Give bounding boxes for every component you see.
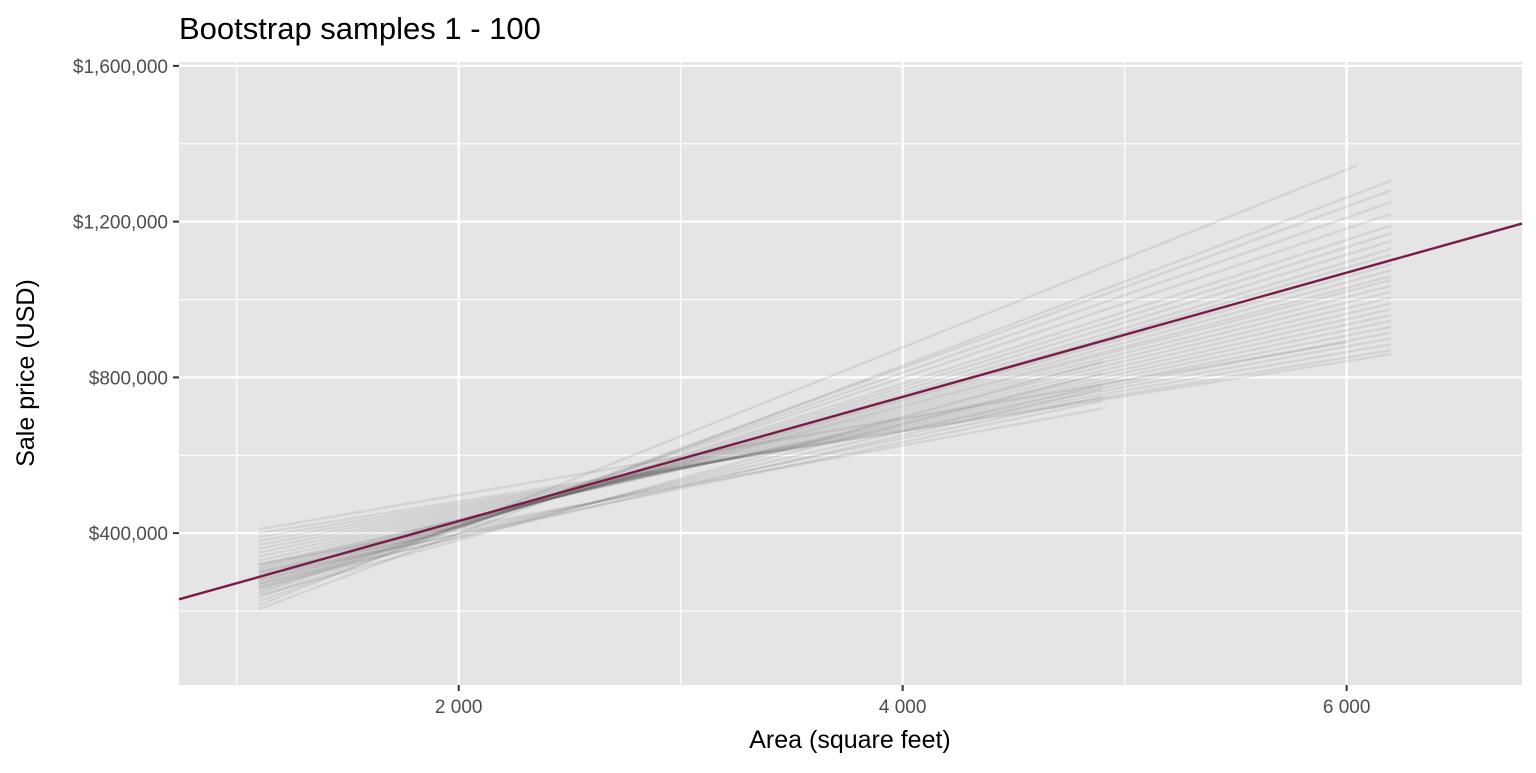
bootstrap-line-25 [258, 337, 1392, 547]
bootstrap-line-8 [258, 239, 1392, 589]
bootstrap-line-24 [258, 331, 1392, 550]
bootstrap-line-30 [258, 360, 1103, 597]
bootstrap-line-35 [258, 387, 1103, 585]
bootstrap-line-33 [258, 395, 1103, 574]
bootstrap-line-12 [258, 263, 1392, 582]
bootstrap-line-7 [258, 232, 1392, 591]
minor-gridlines [179, 62, 1522, 685]
x-axis-title: Area (square feet) [749, 726, 951, 754]
x-axis: 2 000 4 000 6 000 [435, 685, 1370, 718]
bootstrap-line-27 [258, 348, 1392, 539]
bootstrap-lines [258, 164, 1392, 611]
bootstrap-line-9 [258, 247, 1392, 587]
plot-panel [179, 62, 1522, 685]
y-tick-label: $1,200,000 [73, 213, 168, 234]
bootstrap-line-28 [258, 352, 1392, 535]
fit-line-group [178, 222, 1523, 601]
bootstrap-line-21 [258, 313, 1392, 562]
bootstrap-line-20 [258, 308, 1392, 566]
bootstrap-line-5 [258, 212, 1392, 595]
bootstrap-line-26 [258, 343, 1392, 543]
y-tick-label: $1,600,000 [73, 57, 168, 78]
bootstrap-line-2 [258, 164, 1359, 607]
chart-title: Bootstrap samples 1 - 100 [179, 11, 541, 46]
bootstrap-line-29 [258, 341, 1347, 531]
fit-line [178, 222, 1523, 601]
bootstrap-line-4 [258, 201, 1392, 599]
bootstrap-line-36 [258, 399, 1103, 578]
y-tick-label: $400,000 [89, 524, 168, 545]
bootstrap-line-1 [258, 179, 1392, 611]
major-gridlines [179, 62, 1522, 685]
bootstrap-line-14 [258, 274, 1392, 578]
bootstrap-line-13 [258, 269, 1392, 580]
bootstrap-line-31 [258, 372, 1103, 589]
x-tick-label: 4 000 [879, 697, 927, 718]
y-axis: $400,000 $800,000 $1,200,000 $1,600,000 [73, 57, 179, 545]
x-tick-label: 2 000 [435, 697, 483, 718]
y-tick-label: $800,000 [89, 368, 168, 389]
bootstrap-line-23 [258, 325, 1392, 554]
bootstrap-line-32 [258, 384, 1103, 582]
bootstrap-line-19 [258, 302, 1392, 568]
y-axis-title: Sale price (USD) [12, 279, 40, 467]
x-tick-label: 6 000 [1323, 697, 1371, 718]
bootstrap-line-22 [258, 319, 1392, 558]
bootstrap-line-6 [258, 224, 1392, 593]
bootstrap-line-3 [258, 189, 1392, 603]
